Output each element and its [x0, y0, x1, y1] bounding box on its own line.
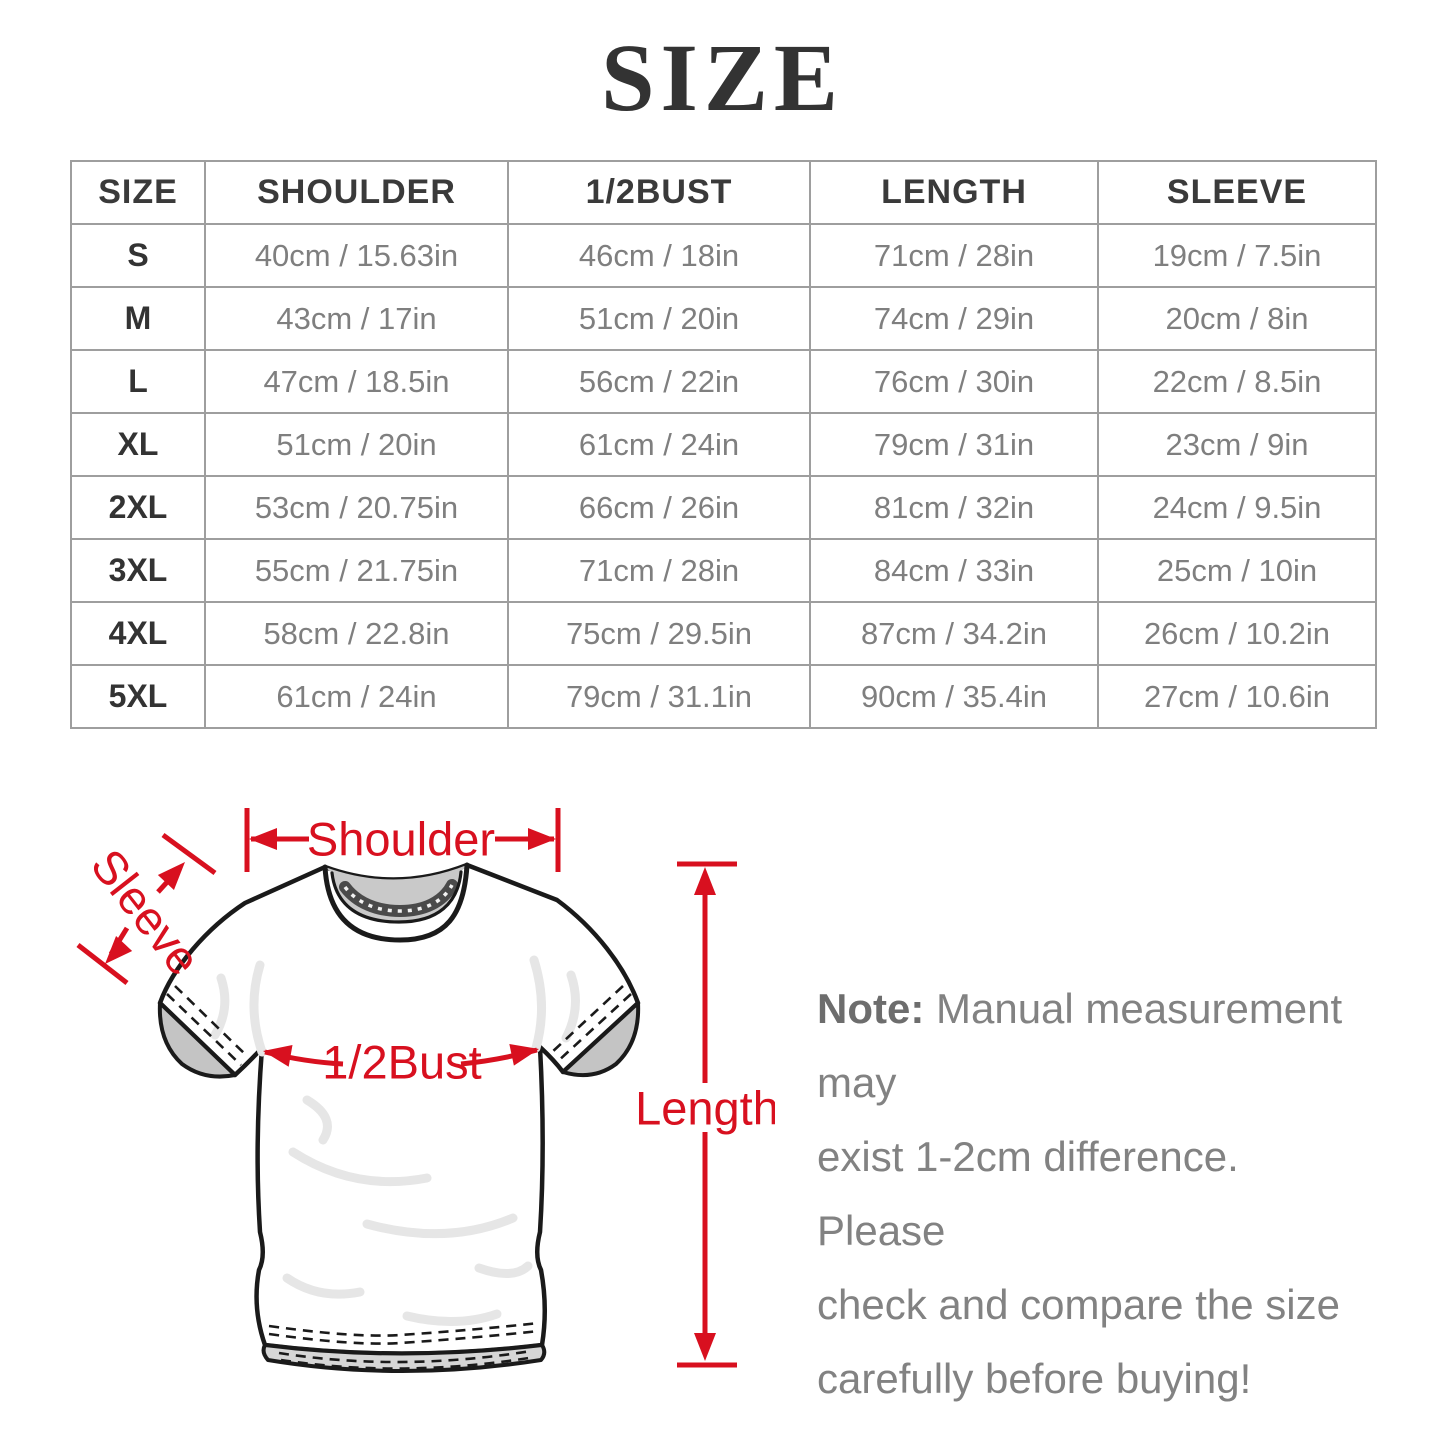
sleeve-value: 26cm / 10.2in — [1097, 601, 1377, 666]
arrowhead-right-icon — [509, 1044, 539, 1066]
length-value: 84cm / 33in — [809, 538, 1099, 603]
bust-value: 66cm / 26in — [507, 475, 811, 540]
size-label: 4XL — [70, 601, 206, 666]
note-prefix: Note: — [817, 985, 925, 1032]
table-row: 3XL 55cm / 21.75in 71cm / 28in 84cm / 33… — [70, 538, 1377, 603]
arrowhead-down-icon — [105, 936, 133, 964]
table-header-row: SIZE SHOULDER 1/2BUST LENGTH SLEEVE — [70, 160, 1377, 225]
shoulder-value: 61cm / 24in — [204, 664, 509, 729]
sleeve-value: 23cm / 9in — [1097, 412, 1377, 477]
sleeve-value: 20cm / 8in — [1097, 286, 1377, 351]
sleeve-value: 25cm / 10in — [1097, 538, 1377, 603]
size-table: SIZE SHOULDER 1/2BUST LENGTH SLEEVE S 40… — [70, 160, 1377, 729]
table-row: 5XL 61cm / 24in 79cm / 31.1in 90cm / 35.… — [70, 664, 1377, 729]
bust-value: 51cm / 20in — [507, 286, 811, 351]
size-label: S — [70, 223, 206, 288]
header-bust: 1/2BUST — [507, 160, 811, 225]
table-row: L 47cm / 18.5in 56cm / 22in 76cm / 30in … — [70, 349, 1377, 414]
sleeve-tick-top — [161, 832, 217, 876]
shoulder-value: 43cm / 17in — [204, 286, 509, 351]
length-value: 81cm / 32in — [809, 475, 1099, 540]
length-value: 71cm / 28in — [809, 223, 1099, 288]
bust-value: 61cm / 24in — [507, 412, 811, 477]
shoulder-value: 47cm / 18.5in — [204, 349, 509, 414]
sleeve-value: 22cm / 8.5in — [1097, 349, 1377, 414]
size-label: XL — [70, 412, 206, 477]
shoulder-value: 55cm / 21.75in — [204, 538, 509, 603]
note-line: Note: Manual measurement may — [817, 985, 1343, 1106]
bust-value: 56cm / 22in — [507, 349, 811, 414]
bust-annotation: 1/2Bust — [263, 1036, 539, 1089]
length-value: 76cm / 30in — [809, 349, 1099, 414]
page-title: SIZE — [601, 24, 844, 131]
table-row: XL 51cm / 20in 61cm / 24in 79cm / 31in 2… — [70, 412, 1377, 477]
length-value: 90cm / 35.4in — [809, 664, 1099, 729]
arrowhead-left-icon — [263, 1045, 293, 1067]
arrowhead-down-icon — [694, 1333, 716, 1361]
table-row: 4XL 58cm / 22.8in 75cm / 29.5in 87cm / 3… — [70, 601, 1377, 666]
table-row: S 40cm / 15.63in 46cm / 18in 71cm / 28in… — [70, 223, 1377, 288]
arrowhead-up-icon — [694, 867, 716, 895]
shoulder-annotation: Shoulder — [244, 808, 561, 872]
length-value: 79cm / 31in — [809, 412, 1099, 477]
header-sleeve: SLEEVE — [1097, 160, 1377, 225]
sleeve-value: 27cm / 10.6in — [1097, 664, 1377, 729]
shoulder-label: Shoulder — [307, 813, 495, 866]
sleeve-value: 19cm / 7.5in — [1097, 223, 1377, 288]
length-value: 87cm / 34.2in — [809, 601, 1099, 666]
measurement-note: Note: Manual measurement may exist 1-2cm… — [817, 972, 1377, 1416]
arrowhead-left-icon — [249, 828, 277, 850]
bust-value: 75cm / 29.5in — [507, 601, 811, 666]
size-label: 2XL — [70, 475, 206, 540]
bust-label: 1/2Bust — [322, 1036, 481, 1089]
hem — [261, 1321, 547, 1373]
shoulder-value: 40cm / 15.63in — [204, 223, 509, 288]
size-label: 3XL — [70, 538, 206, 603]
size-label: 5XL — [70, 664, 206, 729]
table-row: 2XL 53cm / 20.75in 66cm / 26in 81cm / 32… — [70, 475, 1377, 540]
shoulder-value: 58cm / 22.8in — [204, 601, 509, 666]
note-line: check and compare the size — [817, 1281, 1340, 1328]
shoulder-value: 51cm / 20in — [204, 412, 509, 477]
bust-value: 79cm / 31.1in — [507, 664, 811, 729]
length-annotation: Length — [635, 861, 775, 1368]
bust-value: 46cm / 18in — [507, 223, 811, 288]
sleeve-tick-bottom — [76, 943, 129, 985]
bust-value: 71cm / 28in — [507, 538, 811, 603]
header-length: LENGTH — [809, 160, 1099, 225]
length-label: Length — [635, 1082, 775, 1135]
arrowhead-up-icon — [157, 862, 185, 890]
length-value: 74cm / 29in — [809, 286, 1099, 351]
shoulder-value: 53cm / 20.75in — [204, 475, 509, 540]
note-line: exist 1-2cm difference. Please — [817, 1133, 1239, 1254]
table-row: M 43cm / 17in 51cm / 20in 74cm / 29in 20… — [70, 286, 1377, 351]
sleeve-cuffs — [157, 985, 641, 1079]
sleeve-annotation: Sleeve — [76, 832, 217, 985]
tshirt-drawing — [157, 862, 641, 1373]
fabric-wrinkles — [210, 955, 580, 1326]
size-label: L — [70, 349, 206, 414]
sleeve-value: 24cm / 9.5in — [1097, 475, 1377, 540]
arrowhead-right-icon — [528, 828, 556, 850]
size-label: M — [70, 286, 206, 351]
header-shoulder: SHOULDER — [204, 160, 509, 225]
note-line: carefully before buying! — [817, 1355, 1252, 1402]
tshirt-measurement-diagram: Shoulder Sleeve 1/2Bust Length — [76, 808, 775, 1373]
header-size: SIZE — [70, 160, 206, 225]
collar — [322, 862, 470, 943]
